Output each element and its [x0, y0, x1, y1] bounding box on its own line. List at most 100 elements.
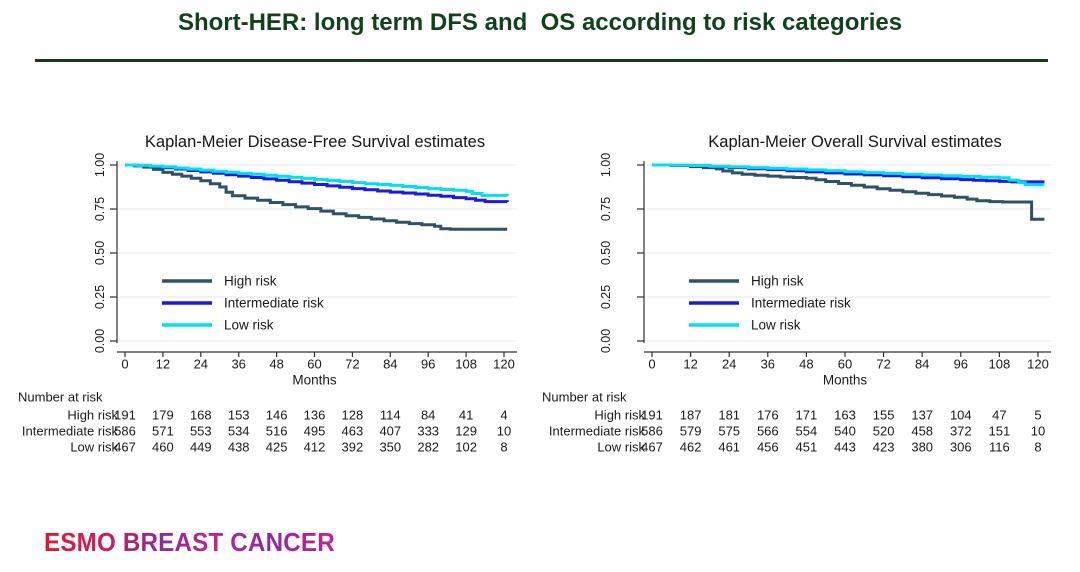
risk-count: 380 [911, 440, 933, 455]
risk-count: 520 [873, 424, 895, 439]
x-tick-label: 36 [231, 357, 245, 372]
risk-count: 168 [190, 408, 212, 423]
risk-count: 553 [190, 424, 212, 439]
risk-count: 8 [1034, 440, 1041, 455]
risk-count: 137 [911, 408, 933, 423]
x-tick-label: 108 [989, 357, 1011, 372]
os-kaplan-meier-chart: 1.00 0.75 0.50 0.25 0.00 0 12 24 36 48 60 72 84 96 108… [542, 153, 1051, 455]
x-tick-label: 60 [838, 357, 852, 372]
series-curve-low-risk [125, 163, 509, 197]
risk-count: 460 [152, 440, 174, 455]
legend-label-high-risk: High risk [224, 274, 277, 289]
risk-count: 516 [266, 424, 288, 439]
y-tick-label: 0.25 [93, 285, 107, 309]
y-tick-label: 1.00 [93, 153, 107, 177]
x-tick-label: 24 [722, 357, 736, 372]
risk-count: 458 [911, 424, 933, 439]
x-tick-label: 108 [455, 357, 477, 372]
series-curve-high-risk [125, 163, 508, 231]
y-tick-label: 0.75 [93, 197, 107, 221]
risk-count: 554 [796, 424, 818, 439]
risk-count: 350 [379, 440, 401, 455]
risk-count: 136 [304, 408, 326, 423]
risk-count: 438 [228, 440, 250, 455]
risk-row-label-high-risk: High risk [594, 408, 645, 423]
risk-count: 5 [1034, 408, 1041, 423]
risk-count: 114 [380, 408, 401, 423]
risk-count: 586 [114, 424, 136, 439]
x-tick-label: 84 [915, 357, 929, 372]
risk-row-label-intermediate-risk: Intermediate risk [22, 424, 119, 439]
risk-count: 534 [228, 424, 250, 439]
risk-count: 425 [266, 440, 288, 455]
x-tick-label: 12 [683, 357, 697, 372]
risk-count: 392 [342, 440, 364, 455]
risk-count: 163 [834, 408, 856, 423]
slide-title: Short-HER: long term DFS and OS accordin… [177, 9, 903, 36]
x-tick-label: 48 [269, 357, 283, 372]
legend-label-low-risk: Low risk [224, 318, 274, 333]
risk-count: 467 [114, 440, 136, 455]
risk-count: 412 [304, 440, 326, 455]
risk-count: 575 [718, 424, 740, 439]
risk-count: 171 [796, 408, 818, 423]
risk-count: 187 [680, 408, 702, 423]
risk-count: 333 [417, 424, 439, 439]
x-tick-label: 24 [194, 357, 208, 372]
esmo-breast-cancer-logo: ESMO BREAST CANCER [44, 527, 335, 557]
os-chart-panel: Kaplan-Meier Overall Survival estimates … [540, 115, 1080, 465]
risk-count: 4 [500, 408, 507, 423]
risk-count: 176 [757, 408, 779, 423]
risk-count: 84 [421, 408, 435, 423]
risk-count: 463 [342, 424, 364, 439]
risk-count: 451 [796, 440, 818, 455]
x-tick-label: 36 [761, 357, 775, 372]
series-curve-low-risk [652, 163, 1045, 187]
series-curve-intermediate-risk [125, 163, 509, 204]
risk-row-label-low-risk: Low risk [70, 440, 118, 455]
dfs-kaplan-meier-chart: 1.000.750.500.250.000 12 24 36 48 60 72 84 96 108… [18, 153, 517, 455]
y-tick-label: 0.50 [599, 241, 613, 265]
x-axis-title: Months [823, 373, 868, 388]
y-tick-label: 0.75 [599, 197, 613, 221]
risk-count: 579 [680, 424, 702, 439]
risk-count: 461 [718, 440, 740, 455]
risk-row-label-high-risk: High risk [67, 408, 118, 423]
risk-count: 571 [152, 424, 174, 439]
y-tick-label: 0.00 [599, 329, 613, 353]
risk-count: 191 [641, 408, 663, 423]
x-tick-label: 0 [648, 357, 655, 372]
x-tick-label: 72 [345, 357, 359, 372]
x-tick-label: 96 [954, 357, 968, 372]
x-tick-label: 48 [799, 357, 813, 372]
risk-count: 467 [641, 440, 663, 455]
risk-table-header: Number at risk [542, 390, 627, 405]
risk-count: 10 [497, 424, 511, 439]
risk-count: 423 [873, 440, 895, 455]
risk-count: 181 [718, 408, 740, 423]
risk-count: 540 [834, 424, 856, 439]
x-tick-label: 60 [307, 357, 321, 372]
risk-count: 306 [950, 440, 972, 455]
risk-count: 179 [152, 408, 174, 423]
risk-row-label-low-risk: Low risk [597, 440, 645, 455]
risk-count: 146 [266, 408, 288, 423]
risk-count: 129 [455, 424, 477, 439]
x-tick-label: 120 [493, 357, 515, 372]
risk-row-label-intermediate-risk: Intermediate risk [549, 424, 646, 439]
risk-count: 155 [873, 408, 895, 423]
x-tick-label: 96 [421, 357, 435, 372]
risk-count: 443 [834, 440, 856, 455]
dfs-chart-title: Kaplan-Meier Disease-Free Survival estim… [144, 133, 486, 151]
x-tick-label: 120 [1027, 357, 1049, 372]
risk-count: 41 [459, 408, 473, 423]
dfs-chart-panel: Kaplan-Meier Disease-Free Survival estim… [0, 115, 540, 465]
y-tick-label: 0.25 [599, 285, 613, 309]
x-tick-label: 12 [156, 357, 170, 372]
risk-count: 372 [950, 424, 972, 439]
risk-count: 282 [417, 440, 439, 455]
risk-count: 586 [641, 424, 663, 439]
title-underline [35, 59, 1048, 62]
legend-label-high-risk: High risk [751, 274, 804, 289]
x-tick-label: 72 [876, 357, 890, 372]
